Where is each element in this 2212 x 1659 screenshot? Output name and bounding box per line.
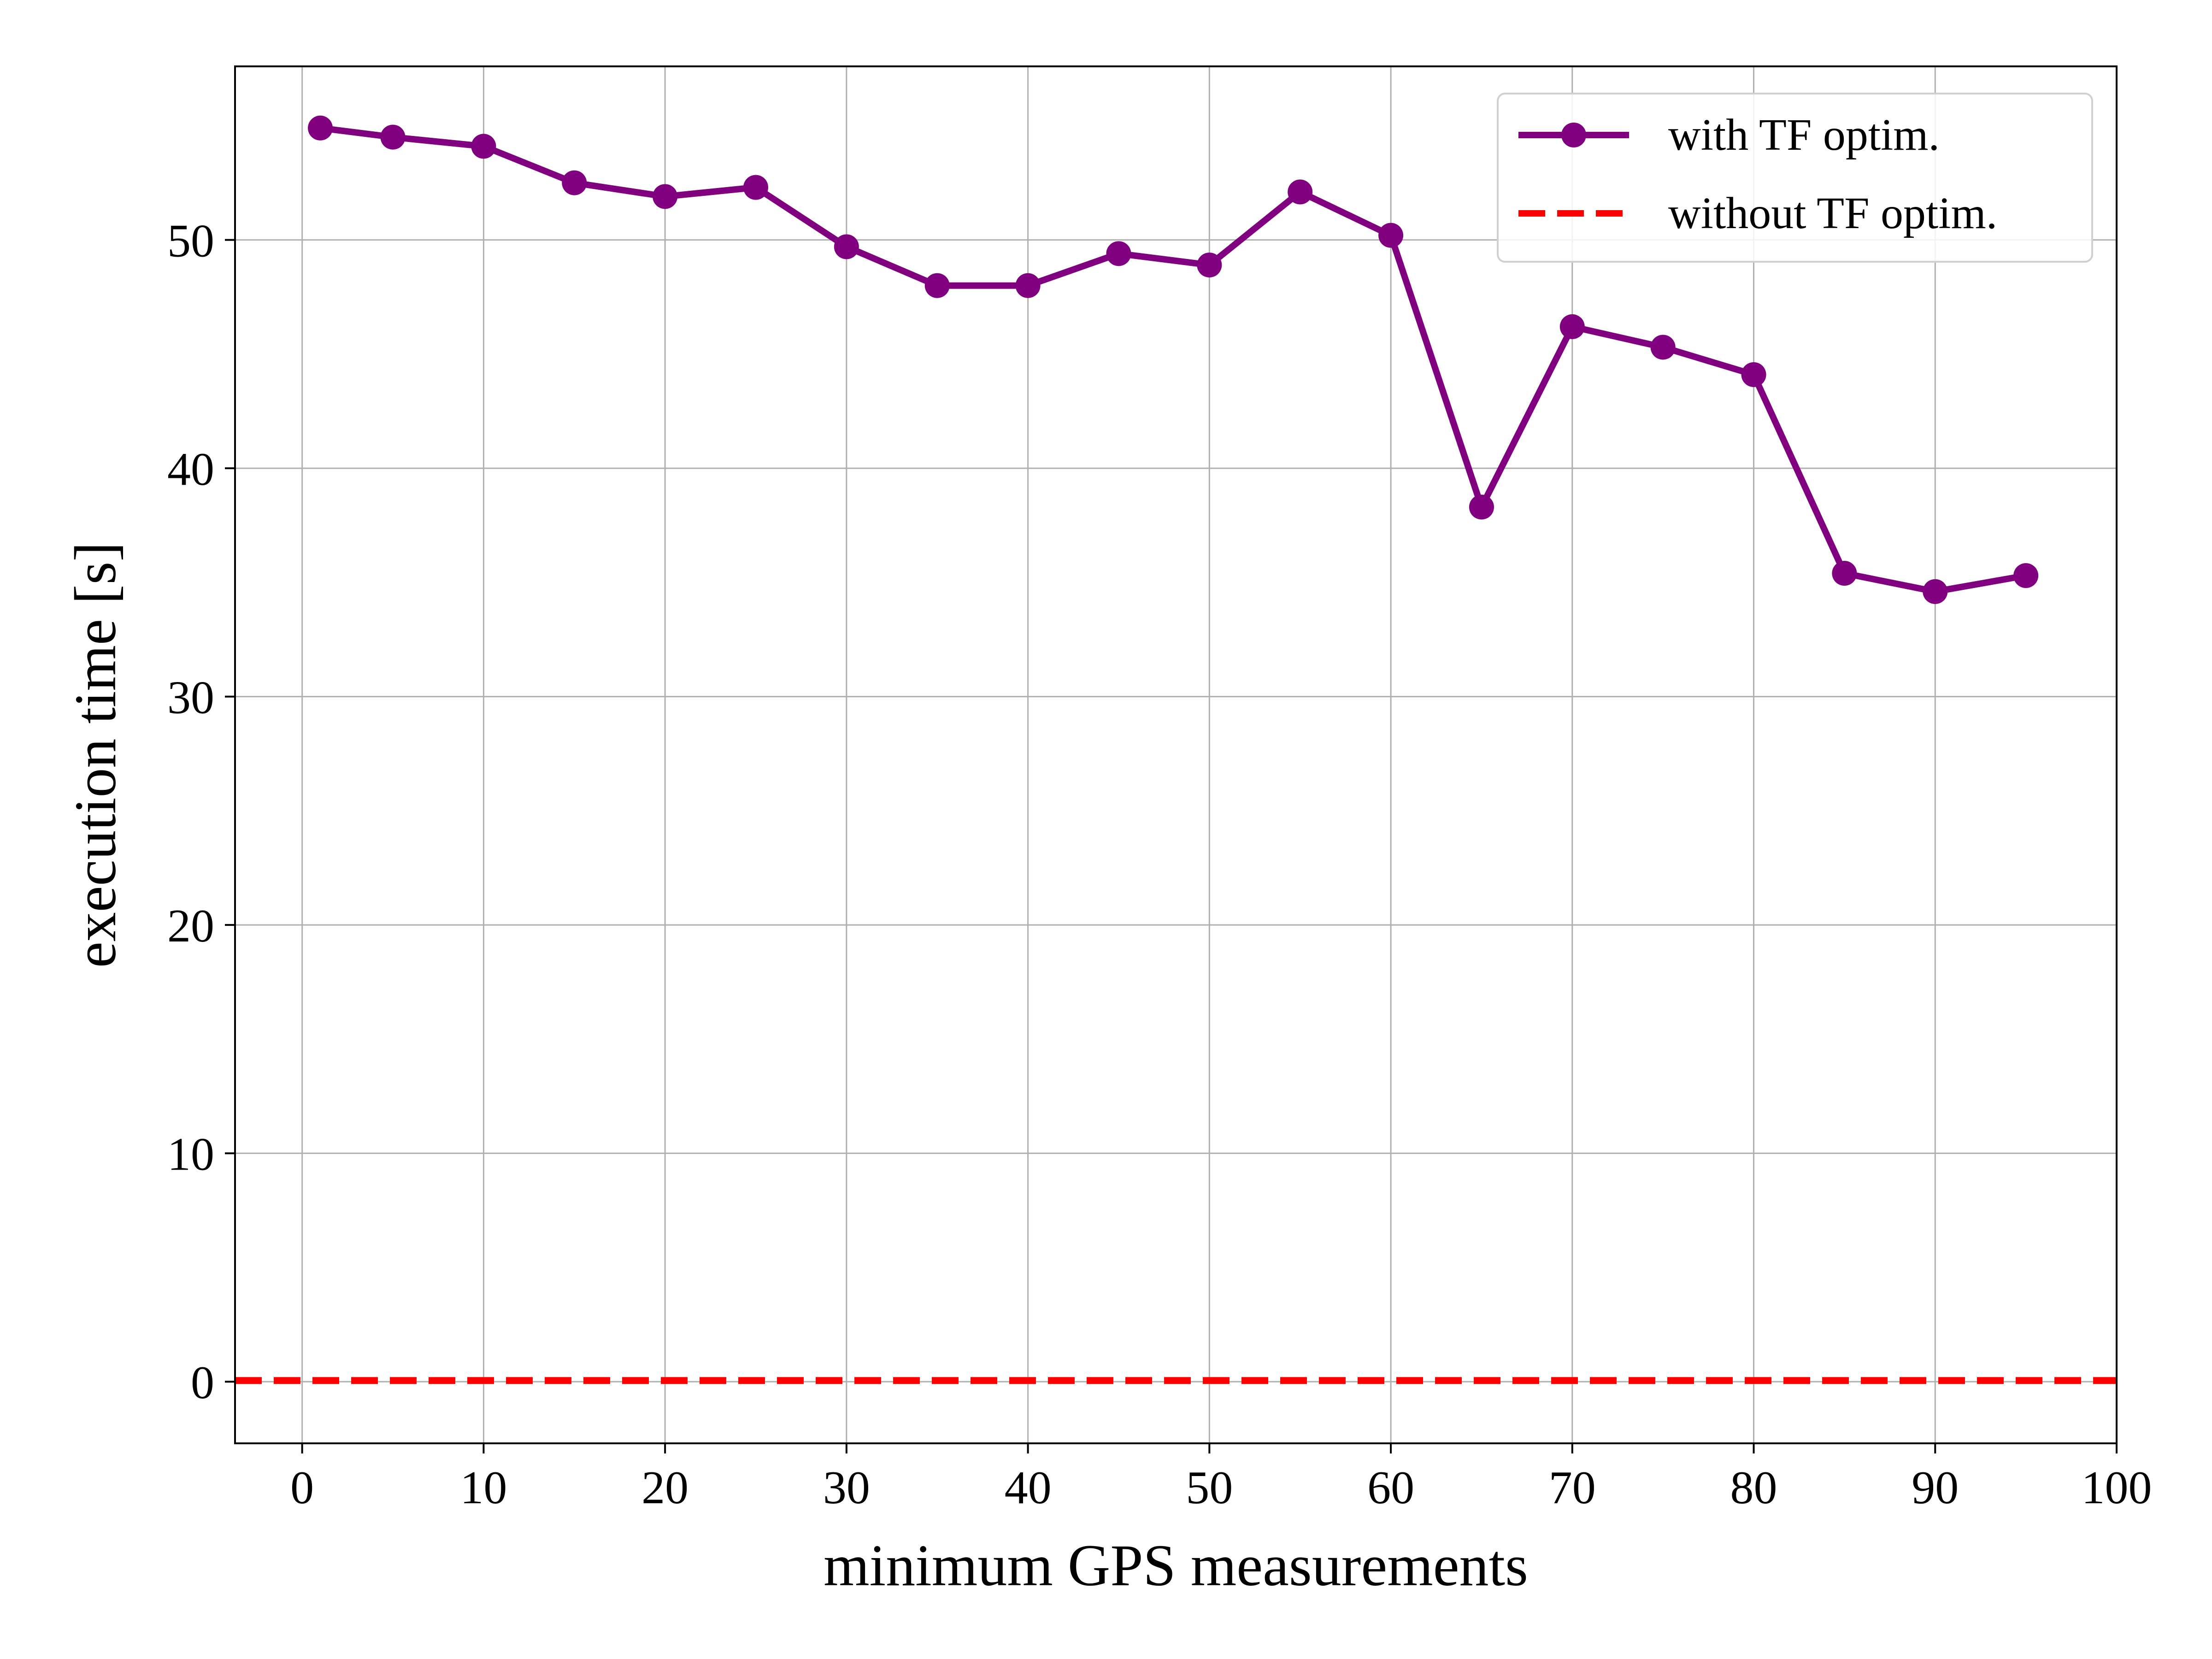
y-tick-label: 30 [167, 672, 214, 724]
y-tick-label: 20 [167, 900, 214, 952]
data-point [1288, 179, 1313, 205]
y-tick-label: 0 [191, 1357, 214, 1409]
y-tick-label: 50 [167, 215, 214, 267]
x-tick-label: 20 [641, 1462, 688, 1514]
x-tick-label: 50 [1186, 1462, 1233, 1514]
legend-box [1497, 93, 2093, 263]
x-tick-label: 40 [1005, 1462, 1052, 1514]
data-point [1106, 241, 1131, 266]
data-point [653, 184, 678, 209]
data-point [1923, 579, 1948, 604]
data-point [834, 234, 859, 259]
x-tick-label: 0 [290, 1462, 314, 1514]
legend: with TF optim. without TF optim. [1497, 93, 2093, 263]
y-tick-label: 40 [167, 443, 214, 495]
data-point [1559, 314, 1585, 339]
series-layer [235, 115, 2117, 1384]
with-tf-series-line [320, 124, 2027, 595]
legend-label: with TF optim. [1668, 110, 1940, 160]
y-axis-label: execution time [s] [63, 542, 128, 968]
axis-ticks: 0 10 20 30 40 50 60 70 80 90 100 0 10 20 30 40 50 [167, 215, 2152, 1514]
legend-swatch-marker [1561, 123, 1586, 147]
x-tick-label: 30 [823, 1462, 870, 1514]
data-point [2013, 563, 2039, 588]
data-point [1015, 273, 1041, 298]
data-point [1197, 253, 1222, 278]
x-tick-label: 100 [2082, 1462, 2152, 1514]
x-tick-label: 70 [1549, 1462, 1596, 1514]
data-point [380, 124, 406, 150]
data-point [471, 134, 496, 159]
data-point [1741, 362, 1766, 387]
data-point [308, 115, 333, 141]
data-point [743, 175, 769, 200]
legend-label: without TF optim. [1668, 188, 1997, 238]
data-point [1378, 223, 1404, 248]
data-point [924, 273, 950, 298]
x-tick-label: 80 [1730, 1462, 1777, 1514]
x-tick-label: 10 [460, 1462, 507, 1514]
x-tick-label: 60 [1367, 1462, 1414, 1514]
plot-frame [234, 65, 2118, 1444]
data-point [1832, 561, 1857, 586]
x-axis-label: minimum GPS measurements [824, 1533, 1528, 1598]
data-point [1650, 335, 1676, 360]
y-tick-label: 10 [167, 1129, 214, 1181]
x-tick-label: 90 [1912, 1462, 1959, 1514]
data-point [1469, 494, 1494, 520]
data-point [562, 170, 587, 195]
